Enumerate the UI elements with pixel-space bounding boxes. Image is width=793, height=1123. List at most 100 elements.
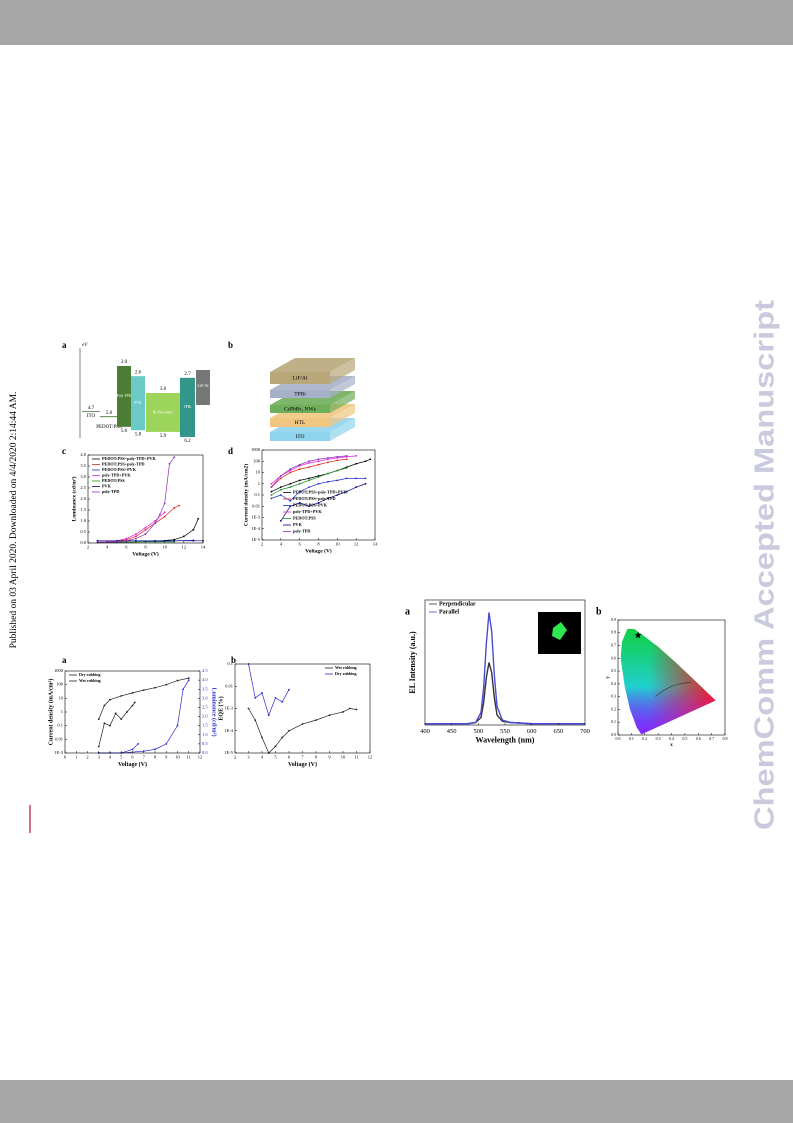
- x-tick-label: 0.2: [642, 736, 647, 741]
- series-marker: [187, 677, 190, 680]
- legend-label: Dry rubbing: [335, 671, 356, 676]
- layer-name: HTL: [295, 420, 306, 426]
- device-layer-edge: [330, 358, 355, 384]
- series-marker: [328, 714, 331, 717]
- series-marker: [133, 701, 136, 704]
- series-marker: [327, 497, 329, 500]
- y-tick-label: 100: [253, 458, 261, 463]
- homo-label: 4.7: [88, 406, 95, 411]
- series-marker: [103, 704, 106, 707]
- series-marker: [97, 718, 100, 721]
- panel-label: c: [62, 446, 66, 456]
- panel-label: d: [228, 446, 233, 456]
- series-line: [97, 518, 199, 543]
- homo-label: 5.9: [160, 434, 167, 439]
- series-marker: [109, 698, 111, 701]
- series-marker: [131, 748, 134, 751]
- series-marker: [298, 479, 301, 482]
- series-line: [98, 679, 190, 754]
- y-tick-label: 0.01: [225, 683, 233, 688]
- series-marker: [317, 476, 320, 478]
- x-tick-label: 8: [154, 755, 157, 760]
- series-marker: [298, 501, 301, 504]
- y-tick-label: 1.0: [80, 518, 86, 523]
- series-marker: [163, 515, 166, 518]
- series-marker: [308, 466, 310, 469]
- y-tick-label: 0.7: [611, 642, 616, 647]
- legend-label: PEDOT:PSS+PVK: [102, 467, 137, 472]
- series-marker: [96, 541, 99, 543]
- header-bar: [0, 0, 793, 45]
- x-tick-label: 9: [328, 755, 331, 760]
- series-marker: [267, 714, 270, 717]
- series-marker: [315, 719, 317, 722]
- y2-tick-label: 2.0: [202, 714, 208, 719]
- series-marker: [281, 736, 284, 739]
- series-marker: [308, 505, 310, 508]
- y-tick-label: 1E-4: [224, 728, 233, 733]
- x-tick-label: 0.0: [616, 736, 621, 741]
- x-tick-label: 450: [447, 728, 457, 735]
- series-marker: [131, 704, 134, 707]
- x-tick-label: 7: [143, 755, 146, 760]
- legend-label: PEDOT:PSS+poly-TPD+PVK: [293, 489, 348, 494]
- legend-label: PEDOT:PSS: [293, 515, 316, 520]
- series-marker: [142, 689, 145, 692]
- series-marker: [298, 482, 301, 485]
- y-tick-label: 0.5: [611, 668, 616, 673]
- series-marker: [345, 467, 348, 469]
- layer-name: LiF/Al: [293, 375, 308, 381]
- series-line: [248, 708, 357, 754]
- device-layer-side: [270, 418, 330, 427]
- series-marker: [270, 497, 273, 500]
- x-tick-label: 4: [280, 542, 283, 547]
- x-tick-label: 5: [120, 755, 123, 760]
- x-tick-label: 1: [75, 755, 77, 760]
- series-marker: [327, 456, 329, 459]
- device-layer-edge: [330, 418, 355, 441]
- y-tick-label: 0.3: [611, 694, 616, 699]
- x-tick-label: 6: [299, 542, 302, 547]
- x-tick-label: 9: [165, 755, 168, 760]
- planckian-locus: [655, 682, 692, 697]
- x-tick-label: 5: [274, 755, 277, 760]
- energy-level: [196, 370, 210, 405]
- y-tick-label: 0.0: [611, 732, 616, 737]
- footer-bar: [0, 1080, 793, 1123]
- series-marker: [144, 533, 147, 536]
- series-marker: [336, 455, 339, 458]
- series-marker: [154, 539, 156, 542]
- series-marker: [279, 488, 282, 491]
- device-layer: [270, 358, 355, 372]
- series-marker: [168, 462, 171, 465]
- y-tick-label: 2.0: [80, 496, 86, 501]
- x-tick-label: 500: [473, 728, 483, 735]
- series-marker: [317, 482, 320, 485]
- x-tick-label: 0.7: [709, 736, 714, 741]
- series-marker: [336, 494, 339, 496]
- series-marker: [336, 469, 339, 472]
- legend-label: poly-TPD: [102, 489, 119, 494]
- series-marker: [97, 745, 100, 748]
- device-layer-side: [270, 372, 330, 384]
- y-tick-label: 0.01: [252, 503, 260, 508]
- x-tick-label: 10: [162, 545, 167, 550]
- series-marker: [115, 540, 118, 543]
- x-tick-label: 4: [106, 545, 109, 550]
- series-marker: [154, 748, 156, 751]
- series-marker: [289, 499, 292, 502]
- energy-level: [117, 366, 131, 427]
- series-marker: [298, 468, 301, 471]
- y-axis-label: Current density (mA/cm2): [242, 464, 249, 526]
- y-tick-label: 1E-5: [251, 537, 260, 542]
- x-tick-label: 4: [261, 755, 264, 760]
- x-tick-label: 6: [131, 755, 134, 760]
- y2-tick-label: 2.5: [202, 704, 208, 709]
- series-marker: [247, 707, 250, 710]
- y-tick-label: 0.1: [611, 719, 616, 724]
- x-tick-label: 650: [553, 728, 563, 735]
- y2-tick-label: 3.5: [202, 686, 208, 691]
- series-marker: [109, 724, 111, 727]
- x-tick-label: 3: [98, 755, 101, 760]
- panel-label: a: [62, 655, 67, 665]
